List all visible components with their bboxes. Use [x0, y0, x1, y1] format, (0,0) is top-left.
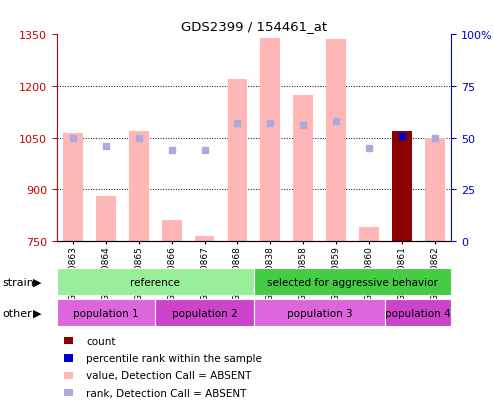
- Bar: [293, 95, 313, 242]
- Text: ▶: ▶: [33, 308, 41, 318]
- Bar: [392, 131, 412, 242]
- Text: population 3: population 3: [287, 308, 352, 318]
- Bar: [155, 299, 254, 326]
- Bar: [228, 80, 247, 242]
- Text: population 4: population 4: [386, 308, 451, 318]
- Bar: [57, 299, 155, 326]
- Bar: [326, 40, 346, 242]
- Text: count: count: [86, 336, 116, 346]
- Text: value, Detection Call = ABSENT: value, Detection Call = ABSENT: [86, 370, 251, 380]
- Text: strain: strain: [2, 277, 35, 287]
- Text: population 1: population 1: [73, 308, 139, 318]
- Bar: [63, 133, 83, 242]
- Text: ▶: ▶: [33, 277, 41, 287]
- Text: reference: reference: [130, 277, 180, 287]
- Text: percentile rank within the sample: percentile rank within the sample: [86, 353, 262, 363]
- Title: GDS2399 / 154461_at: GDS2399 / 154461_at: [181, 19, 327, 33]
- Bar: [129, 131, 149, 242]
- Text: population 2: population 2: [172, 308, 238, 318]
- Bar: [57, 268, 254, 295]
- Bar: [162, 221, 181, 242]
- Bar: [386, 299, 451, 326]
- Bar: [359, 228, 379, 242]
- Text: rank, Detection Call = ABSENT: rank, Detection Call = ABSENT: [86, 388, 246, 398]
- Bar: [195, 236, 214, 242]
- Bar: [425, 138, 445, 242]
- Text: other: other: [2, 308, 32, 318]
- Bar: [254, 268, 451, 295]
- Bar: [260, 38, 280, 242]
- Text: selected for aggressive behavior: selected for aggressive behavior: [267, 277, 438, 287]
- Bar: [254, 299, 386, 326]
- Bar: [96, 197, 116, 242]
